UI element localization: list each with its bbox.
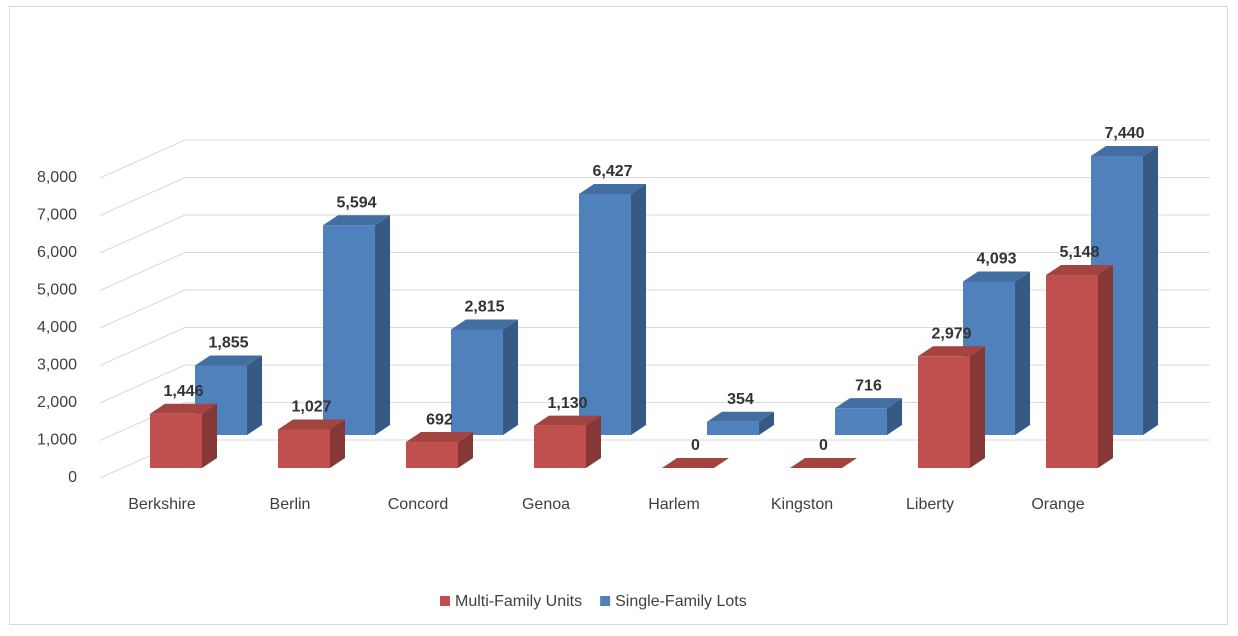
bar-top (579, 183, 646, 194)
y-tick-label: 5,000 (37, 282, 77, 299)
value-label: 6,427 (592, 163, 632, 180)
value-label: 1,446 (163, 383, 203, 400)
value-label: 1,130 (547, 395, 587, 412)
value-label: 0 (691, 437, 700, 454)
grid-line-side (99, 289, 186, 329)
value-label: 5,148 (1059, 244, 1099, 261)
bar-top (790, 458, 857, 468)
value-label: 7,440 (1104, 125, 1144, 142)
bar (150, 413, 202, 468)
bar-side (375, 215, 390, 435)
bar-side (458, 432, 473, 468)
bar (707, 421, 759, 435)
bar-top (918, 346, 985, 357)
value-label: 2,815 (464, 299, 504, 316)
bar-top (323, 215, 390, 226)
bar-top (1046, 264, 1113, 275)
y-tick-label: 2,000 (37, 394, 77, 411)
bar (835, 408, 887, 435)
bar-top (835, 398, 902, 409)
x-tick-label: Kingston (771, 496, 833, 513)
x-tick-label: Harlem (648, 496, 700, 513)
value-label: 5,594 (336, 194, 376, 211)
bar-top (534, 415, 601, 426)
y-tick-label: 0 (68, 469, 77, 486)
bar-top (963, 271, 1030, 282)
legend-swatch (600, 596, 611, 606)
grid-line-side (99, 214, 186, 254)
y-tick-label: 8,000 (37, 169, 77, 186)
bar-top (662, 458, 729, 468)
bar-side (330, 419, 345, 468)
bar-side (759, 411, 774, 435)
bar-side (1143, 146, 1158, 435)
value-label: 2,979 (931, 326, 971, 343)
bar-top (707, 411, 774, 422)
legend-swatch (440, 596, 450, 606)
bar-side (970, 346, 985, 468)
x-tick-label: Concord (388, 496, 448, 513)
bar-top (195, 355, 262, 366)
bar (278, 429, 330, 468)
bar-top (1091, 146, 1158, 156)
value-label: 1,027 (291, 399, 331, 416)
bar (1046, 274, 1098, 468)
x-tick-label: Orange (1031, 496, 1084, 513)
grid-line-side (99, 139, 186, 179)
value-label: 0 (819, 437, 828, 454)
value-label: 716 (855, 377, 882, 394)
x-tick-label: Berkshire (128, 496, 196, 513)
bar-side (503, 319, 518, 435)
bar (323, 225, 375, 435)
bar-side (887, 398, 902, 435)
grid-line-side (99, 364, 186, 404)
y-tick-label: 7,000 (37, 207, 77, 224)
x-tick-label: Liberty (906, 496, 954, 513)
y-tick-label: 3,000 (37, 357, 77, 374)
grid-line-side (99, 252, 186, 291)
bar (406, 442, 458, 468)
value-label: 1,855 (208, 335, 248, 352)
bar-side (202, 403, 217, 468)
grid-line-side (99, 177, 186, 216)
value-label: 4,093 (976, 251, 1016, 268)
bar (451, 329, 503, 435)
bar-top (150, 403, 217, 414)
bar-side (1015, 271, 1030, 435)
bar (579, 193, 631, 435)
bar-side (1098, 264, 1113, 468)
y-tick-label: 1,000 (37, 432, 77, 449)
bar (534, 425, 586, 468)
bar-side (247, 355, 262, 435)
value-label: 692 (426, 411, 453, 428)
legend-label: Single-Family Lots (615, 593, 747, 610)
bar-side (631, 183, 646, 435)
y-tick-label: 6,000 (37, 244, 77, 261)
bar-top (451, 319, 518, 330)
bar-side (586, 415, 601, 468)
y-tick-label: 4,000 (37, 319, 77, 336)
grid-line-side (99, 327, 186, 366)
value-label: 354 (727, 391, 754, 408)
x-tick-label: Genoa (522, 496, 570, 513)
x-tick-label: Berlin (270, 496, 311, 513)
bar (918, 356, 970, 468)
bar-top (406, 432, 473, 443)
bar-top (278, 419, 345, 430)
legend-label: Multi-Family Units (455, 593, 582, 610)
